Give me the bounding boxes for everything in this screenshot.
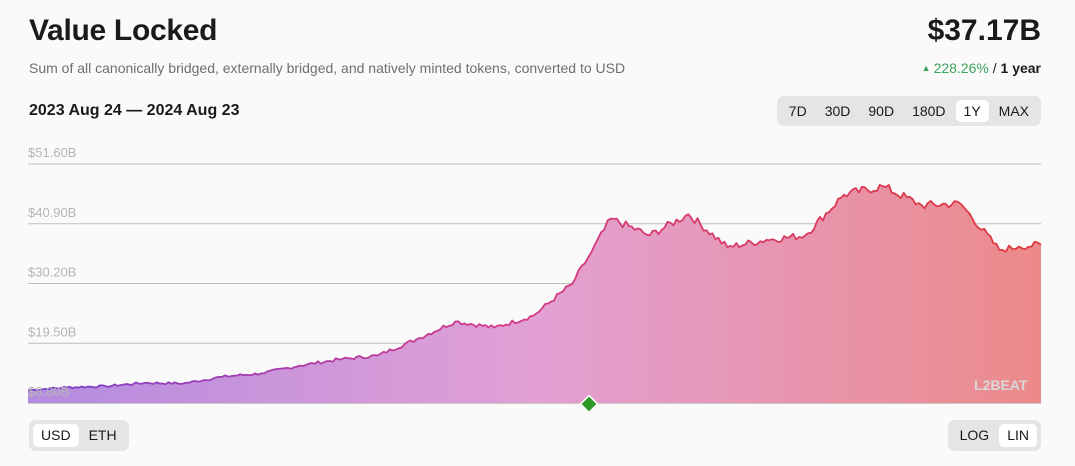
time-range-selector: 7D 30D 90D 180D 1Y MAX bbox=[776, 96, 1041, 126]
value-area bbox=[28, 184, 1041, 403]
range-button-max[interactable]: MAX bbox=[998, 103, 1029, 119]
range-button-30d[interactable]: 30D bbox=[824, 103, 851, 119]
unit-button-eth[interactable]: ETH bbox=[88, 427, 117, 443]
triangle-up-icon: ▲ bbox=[921, 63, 931, 73]
y-tick-label: $40.90B bbox=[28, 205, 76, 220]
change-percent: 228.26% bbox=[933, 60, 989, 76]
page-subtitle: Sum of all canonically bridged, external… bbox=[29, 60, 626, 76]
y-tick-label: $8.80B bbox=[28, 384, 69, 399]
change-indicator: ▲ 228.26% / 1 year bbox=[922, 60, 1041, 76]
y-tick-label: $19.50B bbox=[28, 324, 76, 339]
page-title: Value Locked bbox=[29, 14, 218, 47]
range-button-180d[interactable]: 180D bbox=[912, 103, 946, 119]
total-value: $37.17B bbox=[927, 14, 1041, 47]
range-button-90d[interactable]: 90D bbox=[868, 103, 895, 119]
unit-selector: USD ETH bbox=[29, 420, 129, 451]
y-tick-label: $51.60B bbox=[28, 145, 76, 160]
value-line[interactable] bbox=[27, 184, 1042, 392]
range-button-1y[interactable]: 1Y bbox=[955, 100, 989, 122]
event-marker[interactable] bbox=[579, 394, 599, 414]
date-range: 2023 Aug 24 — 2024 Aug 23 bbox=[29, 102, 240, 119]
y-tick-label: $30.20B bbox=[28, 265, 76, 280]
scale-selector: LOG LIN bbox=[947, 420, 1041, 451]
change-period: 1 year bbox=[1000, 60, 1041, 76]
scale-button-log[interactable]: LOG bbox=[959, 427, 990, 443]
unit-button-usd[interactable]: USD bbox=[33, 424, 79, 447]
change-separator: / bbox=[988, 60, 1001, 76]
range-button-7d[interactable]: 7D bbox=[788, 103, 807, 119]
l2beat-watermark: L2BEAT bbox=[974, 377, 1028, 393]
scale-button-lin[interactable]: LIN bbox=[999, 424, 1037, 447]
